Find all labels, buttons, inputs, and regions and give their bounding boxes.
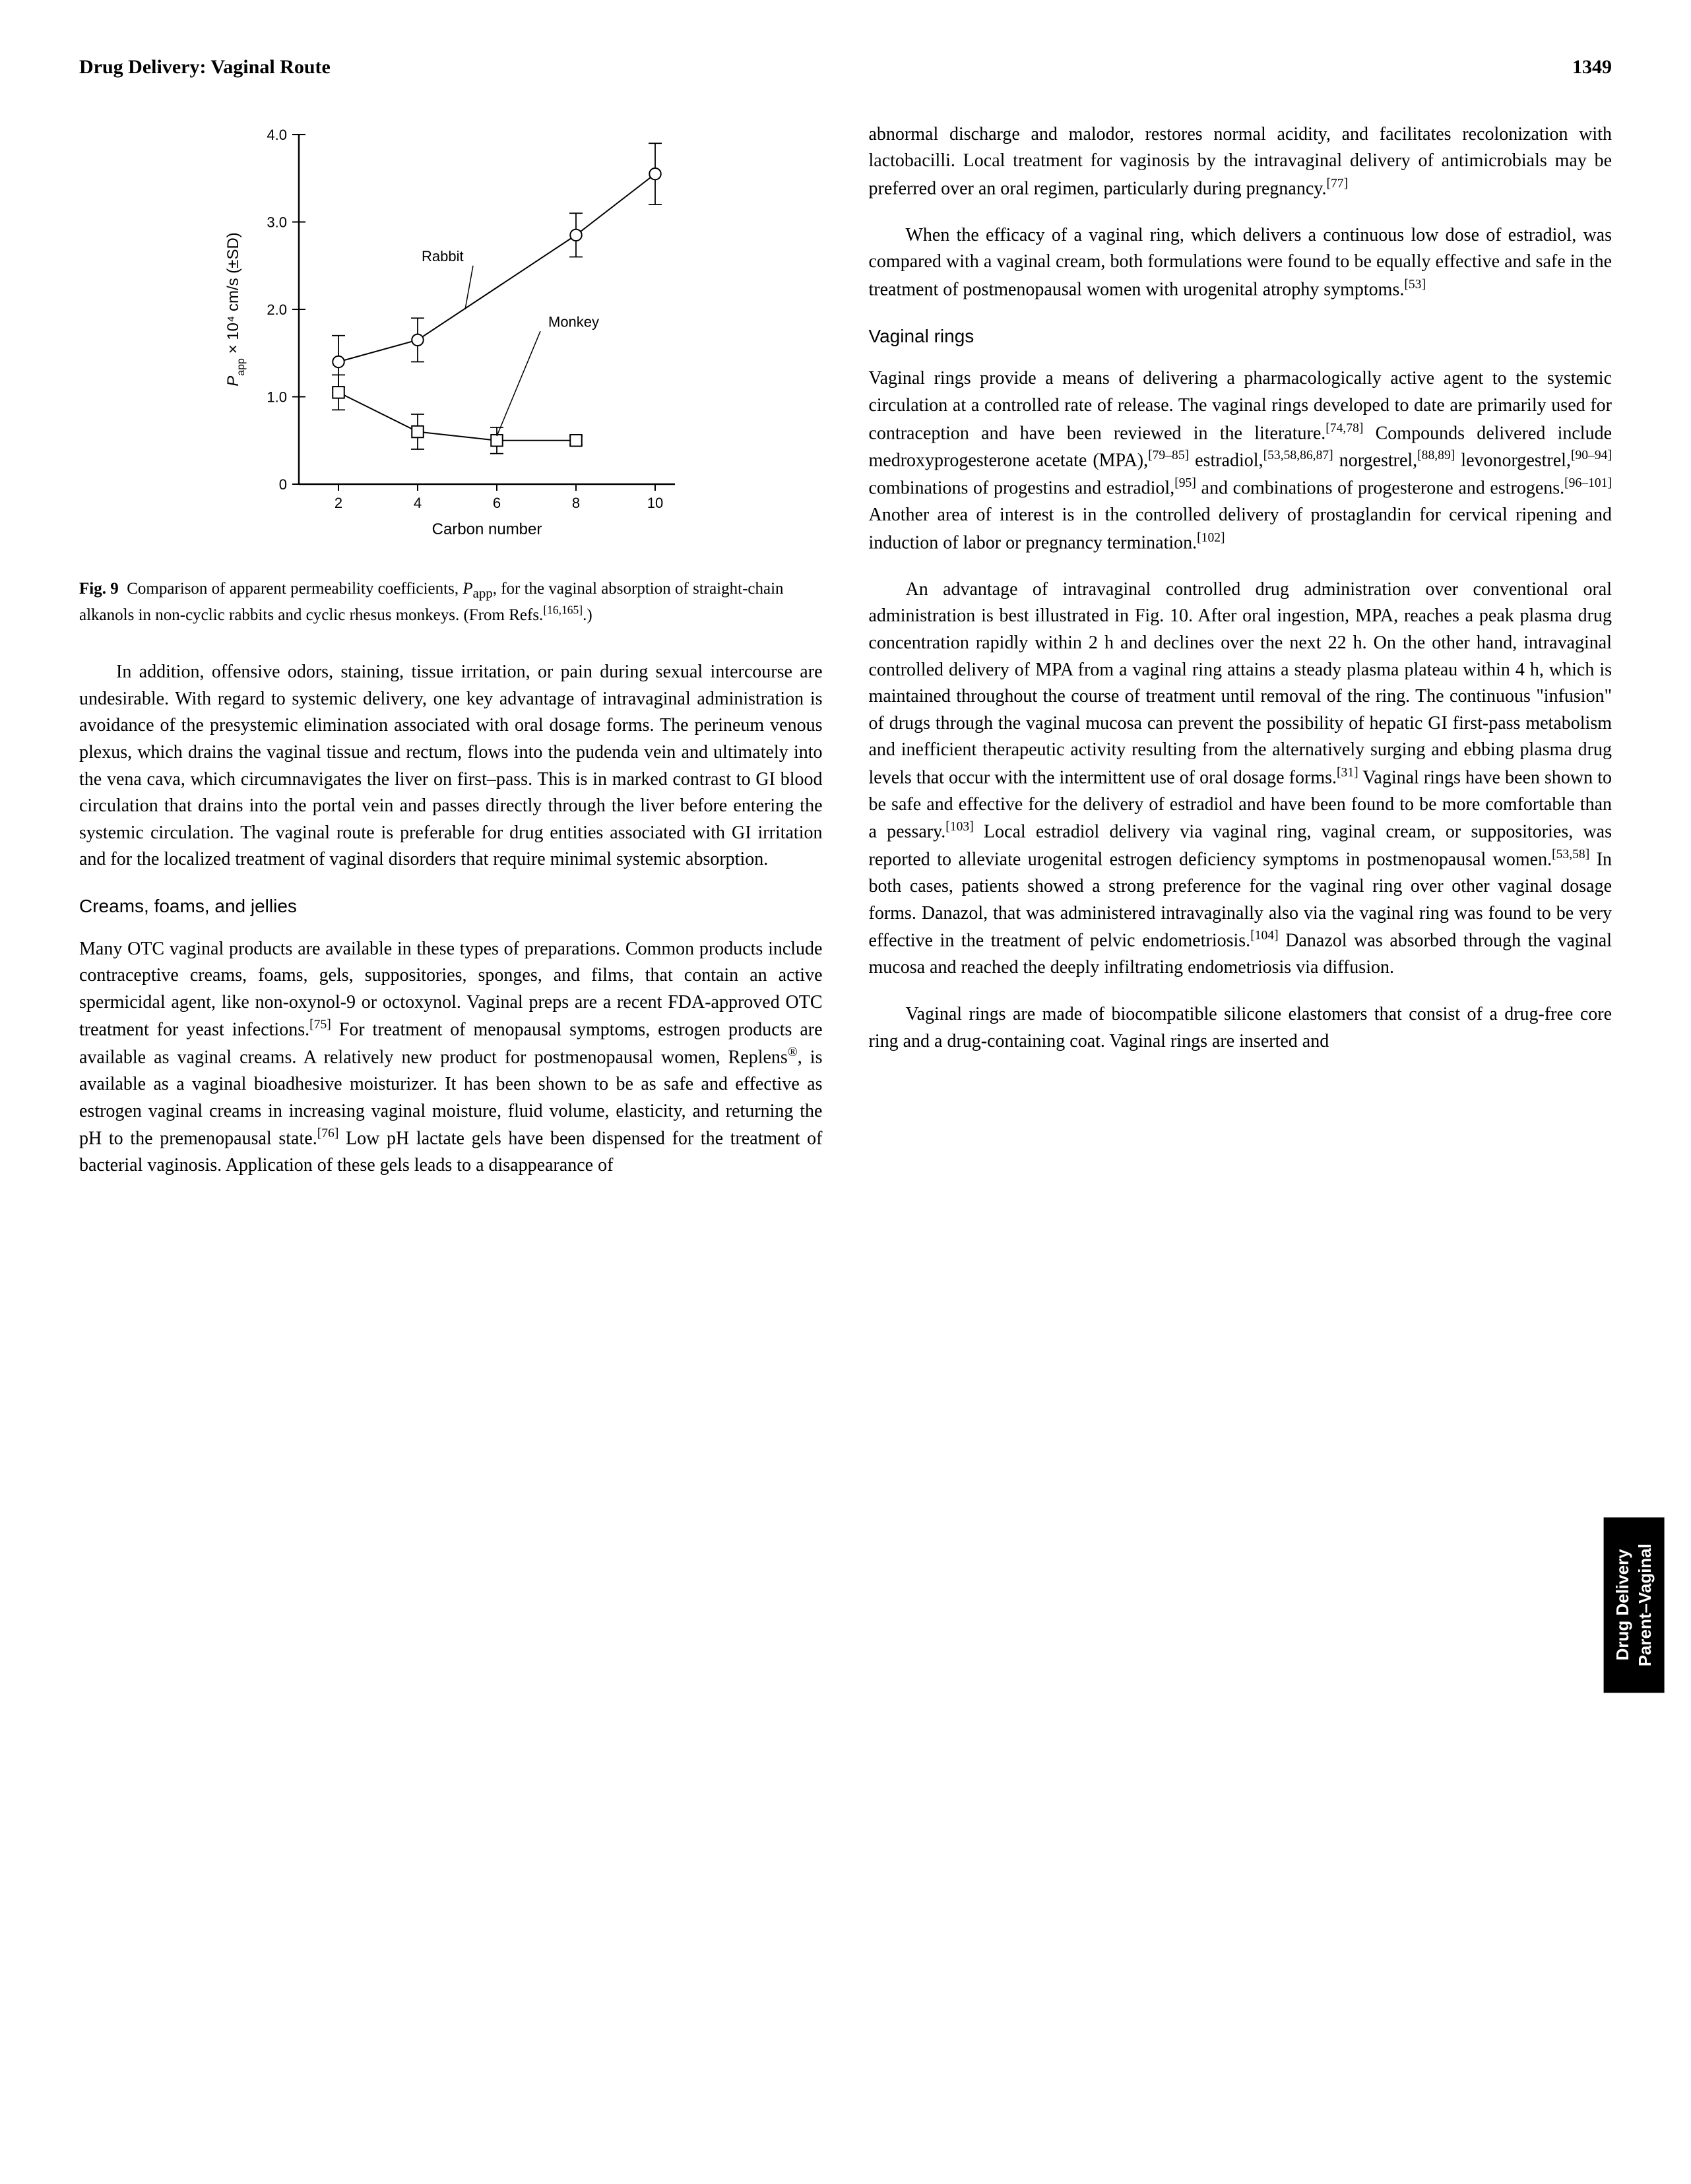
- running-title: Drug Delivery: Vaginal Route: [79, 53, 331, 82]
- body-paragraph: In addition, offensive odors, staining, …: [79, 659, 823, 873]
- svg-text:10: 10: [647, 495, 663, 511]
- body-paragraph: Vaginal rings provide a means of deliver…: [869, 365, 1612, 556]
- svg-text:0: 0: [279, 476, 287, 493]
- page-number: 1349: [1572, 53, 1612, 82]
- body-paragraph: An advantage of intravaginal controlled …: [869, 577, 1612, 982]
- svg-text:1.0: 1.0: [267, 389, 288, 405]
- svg-text:2.0: 2.0: [267, 301, 288, 318]
- body-paragraph: abnormal discharge and malodor, restores…: [869, 121, 1612, 203]
- figure-9-caption: Fig. 9 Comparison of apparent permeabili…: [79, 578, 823, 626]
- svg-text:6: 6: [493, 495, 501, 511]
- side-tab-line1: Drug Delivery: [1612, 1549, 1632, 1661]
- svg-text:8: 8: [572, 495, 580, 511]
- content-area: 0 1.0 2.0 3.0 4.0 2 4 6 8 10 Carbon number Papp × 1…: [79, 121, 1612, 1199]
- figure-9-chart: 0 1.0 2.0 3.0 4.0 2 4 6 8 10 Carbon number Papp × 1…: [213, 121, 688, 552]
- body-paragraph: Vaginal rings are made of biocompatible …: [869, 1001, 1612, 1055]
- right-column: abnormal discharge and malodor, restores…: [869, 121, 1612, 1199]
- svg-text:4: 4: [414, 495, 422, 511]
- svg-text:Rabbit: Rabbit: [422, 248, 464, 265]
- section-heading-creams: Creams, foams, and jellies: [79, 893, 823, 920]
- svg-text:2: 2: [335, 495, 342, 511]
- body-paragraph: Many OTC vaginal products are available …: [79, 936, 823, 1179]
- page-header: Drug Delivery: Vaginal Route 1349: [79, 53, 1612, 82]
- svg-text:Monkey: Monkey: [548, 313, 599, 330]
- left-column: 0 1.0 2.0 3.0 4.0 2 4 6 8 10 Carbon number Papp × 1…: [79, 121, 823, 1199]
- body-paragraph: When the efficacy of a vaginal ring, whi…: [869, 222, 1612, 303]
- side-tab: Drug Delivery Parent–Vaginal: [1604, 1517, 1665, 1693]
- svg-text:4.0: 4.0: [267, 127, 288, 143]
- figure-label: Fig. 9: [79, 580, 119, 598]
- section-heading-rings: Vaginal rings: [869, 323, 1612, 350]
- side-tab-line2: Parent–Vaginal: [1635, 1544, 1655, 1666]
- chart-svg: 0 1.0 2.0 3.0 4.0 2 4 6 8 10 Carbon number Papp × 1…: [213, 121, 688, 544]
- svg-text:Papp × 10⁴ cm/s (±SD): Papp × 10⁴ cm/s (±SD): [224, 232, 247, 387]
- svg-text:Carbon number: Carbon number: [432, 520, 542, 538]
- svg-text:3.0: 3.0: [267, 214, 288, 230]
- figure-caption-text: Comparison of apparent permeability coef…: [79, 580, 784, 623]
